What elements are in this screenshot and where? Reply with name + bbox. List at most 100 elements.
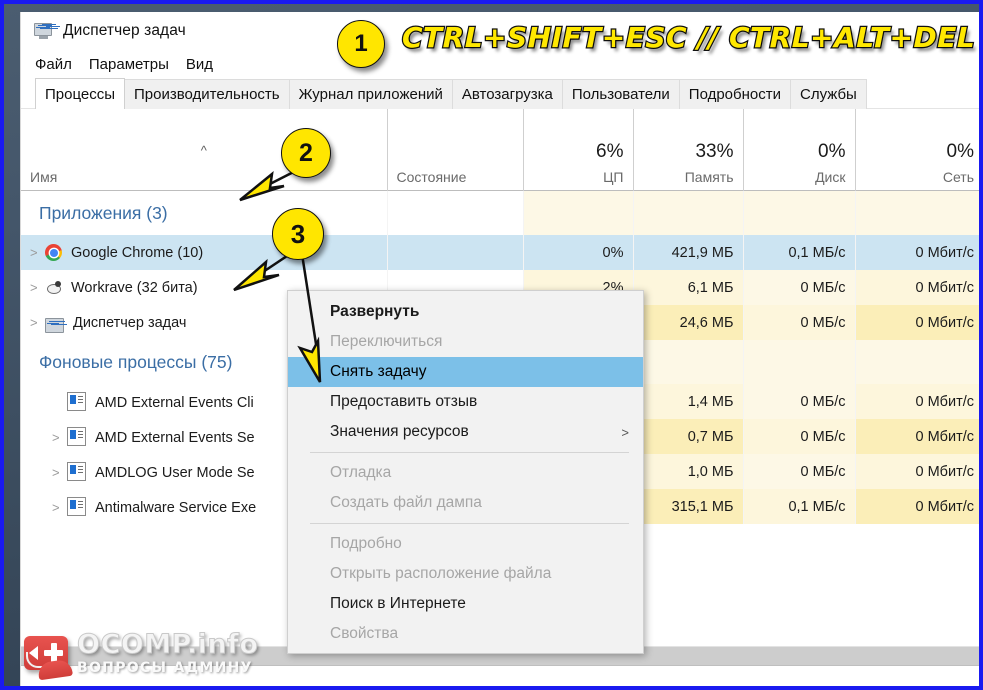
context-menu-item-label: Подробно <box>330 535 402 552</box>
group-memory <box>633 340 744 384</box>
callout-1: 1 <box>337 20 385 68</box>
col-disk-label: Диск <box>815 169 846 185</box>
context-menu-item-label: Значения ресурсов <box>330 423 469 440</box>
chrome-icon <box>45 244 62 261</box>
process-name-cell: > Google Chrome (10) <box>21 235 388 270</box>
context-menu-item[interactable]: Развернуть <box>288 297 643 327</box>
window-bottom-bar <box>21 665 979 686</box>
table-header: ^ Имя Состояние 6% ЦП <box>21 109 979 191</box>
expand-chevron-icon[interactable]: > <box>30 245 38 260</box>
col-name-label: Имя <box>30 169 58 185</box>
menu-item-file[interactable]: Файл <box>35 55 72 73</box>
column-header-disk[interactable]: 0% Диск <box>743 109 856 191</box>
context-menu-separator <box>310 523 629 524</box>
callout-3-number: 3 <box>290 218 306 249</box>
task-manager-icon <box>34 22 54 40</box>
expand-chevron-icon[interactable]: > <box>52 430 60 445</box>
process-cpu-cell: 0% <box>523 235 634 270</box>
context-menu-item[interactable]: Предоставить отзыв <box>288 387 643 417</box>
context-menu-item[interactable]: Значения ресурсов > <box>288 417 643 447</box>
column-header-network[interactable]: 0% Сеть <box>855 109 979 191</box>
task-manager-icon <box>45 317 64 333</box>
column-header-memory[interactable]: 33% Память <box>633 109 744 191</box>
context-menu-item[interactable]: Снять задачу <box>288 357 643 387</box>
process-memory-cell: 1,4 МБ <box>633 384 744 419</box>
app-window-icon <box>67 462 86 481</box>
context-menu-separator <box>310 452 629 453</box>
context-menu-item: Переключиться <box>288 327 643 357</box>
tab-users[interactable]: Пользователи <box>561 79 680 109</box>
app-window-icon <box>67 392 86 411</box>
process-group-header[interactable]: Приложения (3) <box>21 190 979 235</box>
group-network <box>855 190 979 235</box>
tab-processes[interactable]: Процессы <box>35 78 126 109</box>
tab-app-history[interactable]: Журнал приложений <box>288 79 453 109</box>
submenu-chevron-icon: > <box>621 424 629 440</box>
process-disk-cell: 0 МБ/с <box>743 270 856 305</box>
col-cpu-pct: 6% <box>596 141 624 162</box>
app-window-icon <box>67 427 86 446</box>
context-menu-item-label: Поиск в Интернете <box>330 595 466 612</box>
watermark-subtitle: ВОПРОСЫ АДМИНУ <box>77 660 253 676</box>
process-disk-cell: 0 МБ/с <box>743 384 856 419</box>
window-titlebar: Диспетчер задач <box>21 12 979 50</box>
tab-performance[interactable]: Производительность <box>124 79 290 109</box>
process-network-cell: 0 Мбит/с <box>855 235 979 270</box>
column-header-name[interactable]: ^ Имя <box>21 109 388 191</box>
expand-chevron-icon[interactable]: > <box>30 314 38 330</box>
col-network-label: Сеть <box>942 169 974 185</box>
process-network-cell: 0 Мбит/с <box>855 270 979 305</box>
context-menu-item: Подробно <box>288 529 643 559</box>
context-menu-item-label: Создать файл дампа <box>330 494 482 511</box>
group-disk <box>743 340 856 384</box>
expand-chevron-icon[interactable]: > <box>30 280 38 295</box>
callout-2-number: 2 <box>299 138 313 167</box>
col-status-label: Состояние <box>396 169 467 185</box>
menu-item-options[interactable]: Параметры <box>88 55 169 73</box>
process-network-cell: 0 Мбит/с <box>855 305 979 340</box>
tab-startup[interactable]: Автозагрузка <box>451 79 563 109</box>
sort-ascending-icon: ^ <box>200 143 207 158</box>
annotation-banner-text: CTRL+SHIFT+ESC // CTRL+ALT+DEL <box>401 20 976 56</box>
process-name-label: AMDLOG User Mode Se <box>95 465 255 481</box>
group-label: Приложения (3) <box>21 190 388 235</box>
process-memory-cell: 6,1 МБ <box>633 270 744 305</box>
process-network-cell: 0 Мбит/с <box>855 454 979 489</box>
process-memory-cell: 0,7 МБ <box>633 419 744 454</box>
group-cpu <box>523 190 634 235</box>
table-row[interactable]: > Google Chrome (10) 0% 421,9 МБ 0,1 МБ/с 0 М… <box>21 235 979 270</box>
tab-strip: Процессы Производительность Журнал прило… <box>21 78 979 109</box>
context-menu-item: Открыть расположение файла <box>288 559 643 589</box>
context-menu-item: Отладка <box>288 458 643 488</box>
menu-bar: Файл Параметры Вид <box>21 50 979 78</box>
process-disk-cell: 0 МБ/с <box>743 305 856 340</box>
tab-services[interactable]: Службы <box>789 79 867 109</box>
expand-chevron-icon[interactable]: > <box>52 500 60 515</box>
context-menu-item-label: Свойства <box>330 625 399 642</box>
col-network-pct: 0% <box>946 141 974 162</box>
column-header-status[interactable]: Состояние <box>387 109 524 191</box>
group-status <box>387 190 524 235</box>
process-network-cell: 0 Мбит/с <box>855 489 979 524</box>
callout-3: 3 <box>272 208 324 260</box>
col-memory-label: Память <box>684 169 734 185</box>
expand-chevron-icon[interactable]: > <box>52 395 67 410</box>
expand-chevron-icon[interactable]: > <box>52 465 60 480</box>
tab-details[interactable]: Подробности <box>678 79 791 109</box>
group-network <box>855 340 979 384</box>
process-network-cell: 0 Мбит/с <box>855 384 979 419</box>
process-memory-cell: 1,0 МБ <box>633 454 744 489</box>
column-header-cpu[interactable]: 6% ЦП <box>523 109 634 191</box>
context-menu-item[interactable]: Поиск в Интернете <box>288 589 643 619</box>
col-cpu-label: ЦП <box>603 169 624 185</box>
col-disk-pct: 0% <box>818 141 846 162</box>
watermark-title: OCOMP.info <box>76 629 259 660</box>
workrave-icon <box>45 279 62 296</box>
process-name-label: Workrave (32 бита) <box>71 280 198 296</box>
context-menu-item-label: Предоставить отзыв <box>330 393 478 410</box>
app-window-icon <box>67 497 86 516</box>
process-name-label: Google Chrome (10) <box>71 245 204 261</box>
menu-item-view[interactable]: Вид <box>185 55 213 73</box>
process-status-cell <box>387 235 524 270</box>
